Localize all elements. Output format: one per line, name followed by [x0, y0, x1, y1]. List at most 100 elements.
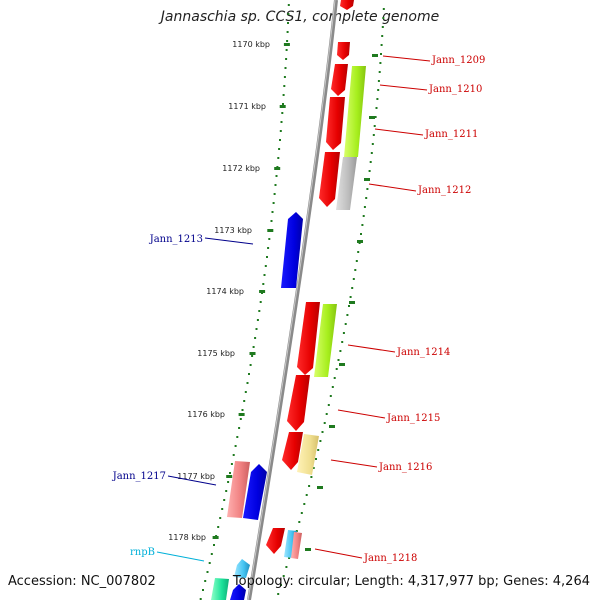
ring-dot — [225, 490, 228, 492]
ring-dot — [202, 589, 204, 591]
ring-dot — [287, 22, 289, 24]
gene-label[interactable]: Jann_1212 — [417, 185, 471, 196]
kbp-label: 1173 kbp — [214, 226, 252, 235]
gene-arrow-1212[interactable] — [319, 152, 340, 207]
accession-text: Accession: NC_007802 — [8, 574, 156, 589]
ring-dot — [217, 526, 220, 528]
kbp-label: 1172 kbp — [222, 164, 260, 173]
gene-arrow-1217-blue[interactable] — [243, 464, 267, 520]
gene-arrow-1216[interactable] — [282, 432, 303, 470]
ring-dot — [363, 206, 366, 208]
gene-label[interactable]: Jann_1210 — [428, 84, 482, 95]
gene-arrow-1209a[interactable] — [340, 0, 354, 10]
gene-leader-line — [368, 183, 417, 192]
ring-major-tick — [372, 54, 378, 57]
ring-dot — [325, 413, 328, 415]
ring-dot — [349, 296, 352, 298]
gene-arrow-1209b[interactable] — [337, 42, 350, 60]
gene-arrow-rnpB[interactable] — [234, 559, 250, 578]
gene-arrow-1210-lime[interactable] — [344, 66, 366, 157]
ring-dot — [255, 328, 258, 330]
gene-arrow-1218-pink[interactable] — [291, 532, 302, 559]
gene-leader-line — [374, 128, 424, 136]
ring-dot — [256, 319, 259, 321]
ring-dot — [244, 391, 247, 393]
gene-arrow-1213[interactable] — [281, 212, 303, 288]
kbp-tick — [267, 229, 274, 232]
ring-dot — [272, 202, 275, 204]
ring-dot — [377, 89, 380, 91]
gene-labels: Jann_1209 Jann_1210 Jann_1211 Jann_1212 Jann… — [112, 55, 486, 564]
gene-arrow-1210[interactable] — [331, 64, 348, 96]
ring-dot — [368, 170, 371, 172]
ring-dot — [373, 125, 376, 127]
gene-label[interactable]: Jann_1218 — [363, 553, 417, 564]
kbp-tick — [279, 105, 286, 108]
ring-dot — [361, 224, 364, 226]
gene-label[interactable]: Jann_1209 — [431, 55, 485, 66]
ring-dot — [282, 575, 285, 577]
gene-leader-line — [379, 84, 428, 91]
ring-dot — [323, 422, 326, 424]
ring-dot — [319, 440, 322, 442]
ring-dot — [282, 103, 284, 105]
kbp-scale: 1170 kbp 1171 kbp 1172 kbp 1173 kbp 1174 kbp… — [168, 40, 290, 542]
gene-label[interactable]: Jann_1214 — [396, 347, 450, 358]
gene-arrow-1211[interactable] — [326, 97, 345, 150]
ring-dot — [259, 301, 262, 303]
ring-dot — [285, 58, 288, 60]
ring-dot — [371, 143, 374, 145]
ring-dot — [249, 364, 252, 366]
ring-dot — [241, 409, 244, 411]
gene-arrow-1214[interactable] — [297, 302, 320, 375]
ring-dot — [376, 98, 379, 100]
gene-arrow-1215[interactable] — [287, 375, 310, 431]
gene-arrow-1217-pink[interactable] — [227, 461, 250, 518]
ring-dot — [298, 521, 301, 523]
gene-arrow-1212-gray[interactable] — [336, 157, 357, 210]
ring-major-tick — [329, 425, 335, 428]
ring-dot — [223, 499, 226, 501]
gene-label[interactable]: Jann_1217 — [112, 471, 166, 482]
ring-dot — [264, 265, 267, 267]
ring-dot — [351, 287, 354, 289]
gene-label[interactable]: Jann_1211 — [424, 129, 478, 140]
gene-arrow-bottom-blue[interactable] — [230, 584, 246, 600]
ring-dot — [271, 211, 274, 213]
ring-major-tick — [364, 178, 370, 181]
gene-label[interactable]: rnpB — [130, 547, 155, 558]
ring-dot — [246, 382, 249, 384]
ring-dot — [206, 571, 209, 573]
gene-label[interactable]: Jann_1215 — [386, 413, 440, 424]
ring-major-tick — [369, 116, 375, 119]
ring-dot — [199, 598, 202, 600]
ring-dot — [275, 175, 278, 177]
ring-dot — [270, 220, 273, 222]
map-title: Jannaschia sp. CCS1, complete genome — [160, 9, 440, 25]
ring-dot — [365, 197, 368, 199]
ring-dot — [258, 310, 261, 312]
gene-label[interactable]: Jann_1213 — [149, 234, 203, 245]
ring-dot — [377, 80, 380, 82]
ring-dot — [280, 121, 283, 123]
ring-dot — [210, 553, 213, 555]
kbp-label: 1177 kbp — [177, 472, 215, 481]
ring-dot — [251, 355, 254, 357]
gene-arrow-1218[interactable] — [266, 528, 285, 554]
gene-arrow-1216-khaki[interactable] — [297, 434, 319, 475]
ring-dot — [234, 445, 237, 447]
ring-dot — [381, 35, 384, 37]
ring-dot — [362, 215, 365, 217]
genome-backbone-highlight — [247, 0, 336, 600]
ring-dot — [232, 454, 235, 456]
ring-dot — [380, 53, 382, 55]
ring-major-tick — [357, 240, 363, 243]
ring-dot — [341, 341, 344, 343]
kbp-label: 1171 kbp — [228, 102, 266, 111]
gene-arrow-bottom-green[interactable] — [211, 578, 229, 600]
gene-arrows — [211, 0, 366, 600]
ring-dot — [229, 472, 231, 474]
gene-label[interactable]: Jann_1216 — [378, 462, 432, 473]
ring-dot — [252, 346, 255, 348]
gene-arrow-1214-lime[interactable] — [314, 304, 337, 377]
